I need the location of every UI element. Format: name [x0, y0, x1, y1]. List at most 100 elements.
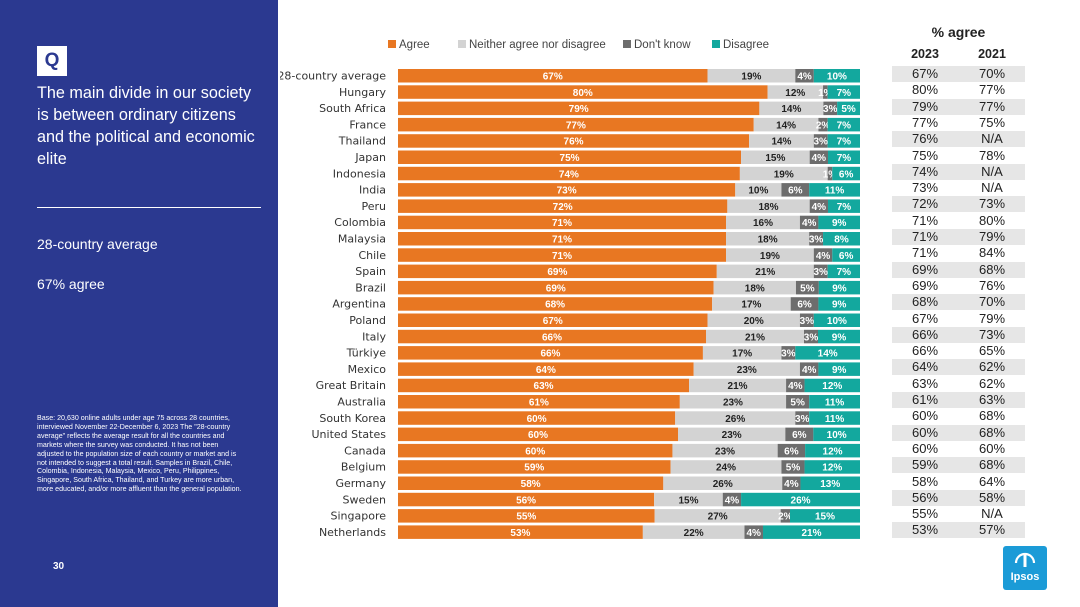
bar-segment-3 — [837, 101, 860, 116]
bar-segment-0 — [398, 280, 714, 295]
bar-segment-1 — [741, 150, 810, 164]
legend-swatch-1 — [458, 40, 466, 48]
average-value: 67% agree — [37, 276, 105, 292]
value-2023: 79% — [911, 98, 939, 114]
bar-segment-0 — [398, 411, 676, 425]
value-2023: 72% — [911, 196, 939, 212]
data-label: 19% — [760, 251, 780, 262]
bar-segment-3 — [741, 492, 860, 507]
bar-segment-2 — [823, 101, 838, 116]
bar-segment-1 — [749, 134, 814, 148]
value-2021: N/A — [981, 506, 1003, 522]
bar-segment-1 — [759, 101, 824, 116]
bar-segment-1 — [727, 199, 810, 213]
bar-segment-3 — [827, 264, 860, 279]
question-text: The main divide in our society is betwee… — [37, 84, 255, 168]
bar-segment-2 — [799, 313, 814, 327]
bar-segment-3 — [823, 232, 860, 246]
value-2023: 55% — [911, 506, 939, 522]
bar-segment-1 — [735, 183, 782, 197]
bar-segment-2 — [804, 329, 818, 344]
value-2021: 76% — [978, 277, 1006, 293]
data-label: 7% — [837, 202, 852, 213]
data-label: 3% — [800, 316, 815, 327]
value-2023: 75% — [911, 147, 939, 163]
table-title: % agree — [931, 24, 986, 40]
value-2023: 80% — [911, 82, 939, 98]
data-label: 12% — [785, 88, 805, 99]
data-label: 13% — [820, 479, 840, 490]
legend-swatch-0 — [388, 40, 396, 48]
data-label: 53% — [510, 528, 530, 539]
stacked-bar-chart: Agree Neither agree nor disagree Don't kno… — [280, 39, 860, 539]
bar-segment-2 — [809, 150, 828, 164]
data-label: 9% — [832, 332, 847, 343]
data-label: 69% — [546, 283, 566, 294]
data-label: 3% — [804, 332, 819, 343]
bar-segment-1 — [675, 411, 796, 425]
value-2021: 84% — [978, 245, 1006, 261]
value-2023: 60% — [911, 424, 939, 440]
category-label: Brazil — [355, 281, 386, 294]
data-label: 71% — [552, 218, 572, 229]
bar-segment-1 — [716, 264, 814, 279]
bar-segment-1 — [679, 395, 787, 409]
data-label: 3% — [814, 137, 829, 148]
table-row: 67% 70% — [892, 66, 1025, 82]
value-2021: N/A — [981, 131, 1003, 147]
value-2023: 56% — [911, 489, 939, 505]
legend-label-1: Neither agree nor disagree — [469, 39, 606, 51]
value-2023: 68% — [911, 294, 939, 310]
data-label: 71% — [552, 235, 572, 246]
bar-segment-3 — [813, 427, 860, 442]
data-label: 5% — [790, 398, 805, 409]
value-2023: 67% — [911, 310, 939, 326]
data-label: 8% — [834, 235, 849, 246]
bar-segment-0 — [398, 362, 694, 376]
data-label: 64% — [536, 365, 556, 376]
bar-segment-1 — [712, 297, 791, 311]
value-2021: 79% — [978, 310, 1006, 326]
value-2023: 74% — [911, 163, 939, 179]
table-row: 73% N/A — [892, 180, 1025, 196]
legend-label-3: Disagree — [723, 39, 769, 51]
category-label: Hungary — [339, 86, 386, 99]
value-2023: 66% — [911, 343, 939, 359]
data-label: 5% — [786, 463, 801, 474]
bar-segment-2 — [722, 492, 742, 507]
data-label: 4% — [812, 202, 827, 213]
data-label: 9% — [832, 283, 847, 294]
category-label: 28-country average — [280, 70, 386, 83]
data-label: 67% — [543, 316, 563, 327]
bar-segment-3 — [809, 411, 860, 425]
data-label: 3% — [781, 349, 796, 360]
data-label: 10% — [827, 430, 847, 441]
bar-segment-2 — [786, 395, 810, 409]
value-2021: 57% — [978, 522, 1006, 538]
data-label: 61% — [529, 398, 549, 409]
bar-segment-3 — [827, 199, 860, 213]
data-label: 9% — [832, 365, 847, 376]
table-row: 66% 73% — [892, 326, 1025, 343]
bar-segment-0 — [398, 525, 643, 539]
bar-segment-1 — [654, 492, 723, 507]
bar-segment-2 — [786, 378, 805, 393]
value-2021: 68% — [978, 457, 1006, 473]
data-label: 73% — [557, 186, 577, 197]
bar-segment-2 — [744, 525, 763, 539]
data-label: 1% — [823, 169, 838, 180]
data-label: 60% — [527, 414, 547, 425]
bar-segment-1 — [670, 460, 782, 474]
bar-segment-1 — [689, 378, 787, 393]
bar-segment-3 — [827, 85, 860, 99]
data-label: 23% — [737, 365, 757, 376]
data-label: 4% — [802, 218, 817, 229]
table-row: 60% 68% — [892, 408, 1025, 424]
bar-segment-2 — [827, 166, 833, 181]
bar-segment-2 — [823, 85, 828, 99]
value-2021: 68% — [978, 261, 1006, 277]
question-badge: Q — [37, 46, 67, 76]
data-label: 75% — [560, 153, 580, 164]
data-label: 10% — [827, 72, 847, 83]
sidebar: Q The main divide in our society is betw… — [0, 0, 278, 607]
